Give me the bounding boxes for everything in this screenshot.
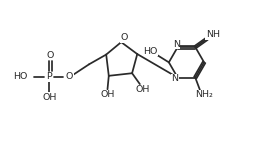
Text: N: N [173, 40, 180, 49]
Text: O: O [121, 33, 128, 42]
Text: NH: NH [206, 30, 220, 39]
Text: N: N [171, 74, 179, 83]
Text: OH: OH [42, 93, 56, 102]
Text: P: P [46, 72, 52, 81]
Text: OH: OH [100, 90, 115, 99]
Text: O: O [47, 51, 54, 60]
Text: HO: HO [143, 47, 157, 56]
Text: NH₂: NH₂ [195, 90, 213, 99]
Text: O: O [66, 72, 73, 81]
Text: OH: OH [135, 85, 150, 94]
Text: HO: HO [13, 72, 27, 81]
